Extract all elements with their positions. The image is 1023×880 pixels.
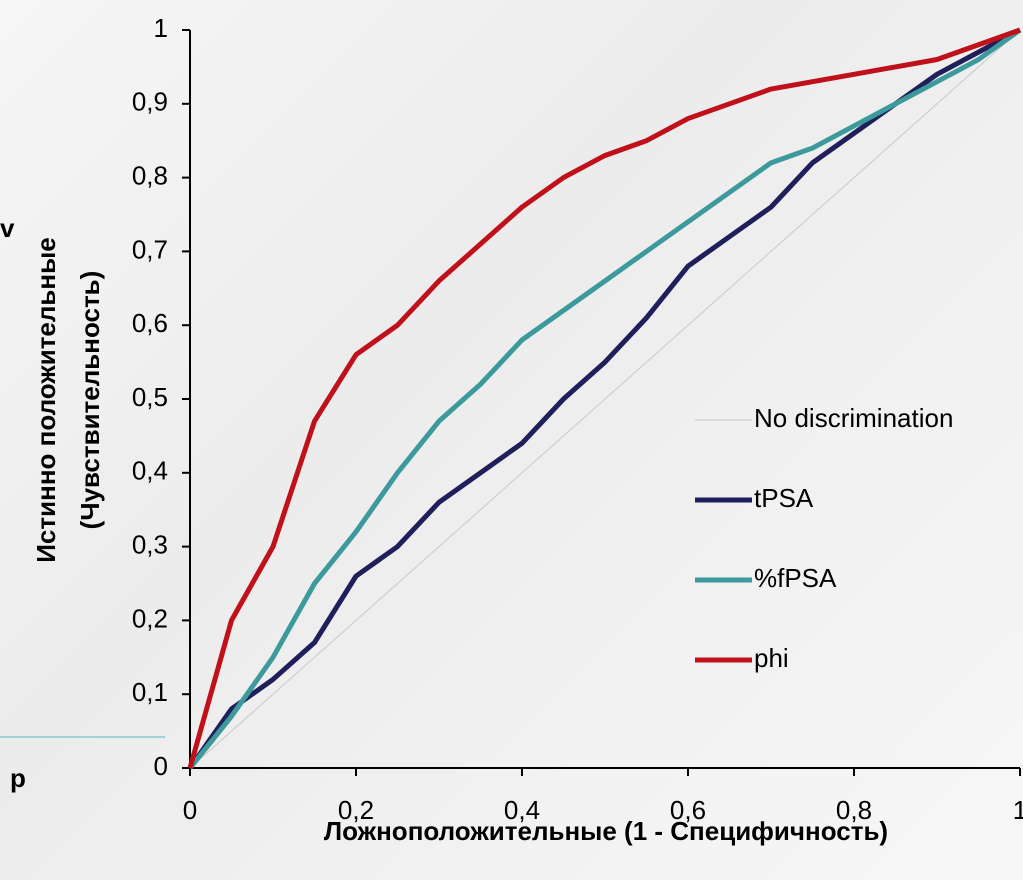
legend-label: %fPSA — [754, 563, 837, 593]
x-tick-label: 0 — [183, 795, 197, 825]
background-text: v — [0, 213, 15, 243]
y-tick-label: 0,5 — [132, 382, 168, 412]
legend-label: tPSA — [754, 483, 814, 513]
x-tick-label: 0,8 — [836, 795, 872, 825]
x-tick-label: 0,4 — [504, 795, 540, 825]
background-text: p — [10, 763, 26, 793]
y-tick-label: 1 — [154, 13, 168, 43]
y-tick-label: 0,4 — [132, 456, 168, 486]
y-axis-title: Истинно положительные — [31, 237, 61, 563]
y-tick-label: 0,7 — [132, 234, 168, 264]
x-tick-label: 0,6 — [670, 795, 706, 825]
y-tick-label: 0,9 — [132, 87, 168, 117]
y-axis-title: (Чувствительность) — [75, 271, 105, 530]
series-line — [189, 29, 1021, 769]
y-tick-label: 0,8 — [132, 160, 168, 190]
y-tick-label: 0 — [154, 751, 168, 781]
series-line — [187, 27, 1021, 769]
x-axis-title: Ложноположительные (1 - Специфичность) — [324, 816, 888, 846]
legend-label: No discrimination — [754, 403, 953, 433]
y-tick-label: 0,3 — [132, 529, 168, 559]
y-tick-label: 0,2 — [132, 603, 168, 633]
y-tick-label: 0,6 — [132, 308, 168, 338]
legend-label: phi — [754, 643, 789, 673]
x-tick-label: 1 — [1013, 795, 1023, 825]
y-tick-label: 0,1 — [132, 677, 168, 707]
x-tick-label: 0,2 — [338, 795, 374, 825]
series-line — [188, 27, 1022, 770]
